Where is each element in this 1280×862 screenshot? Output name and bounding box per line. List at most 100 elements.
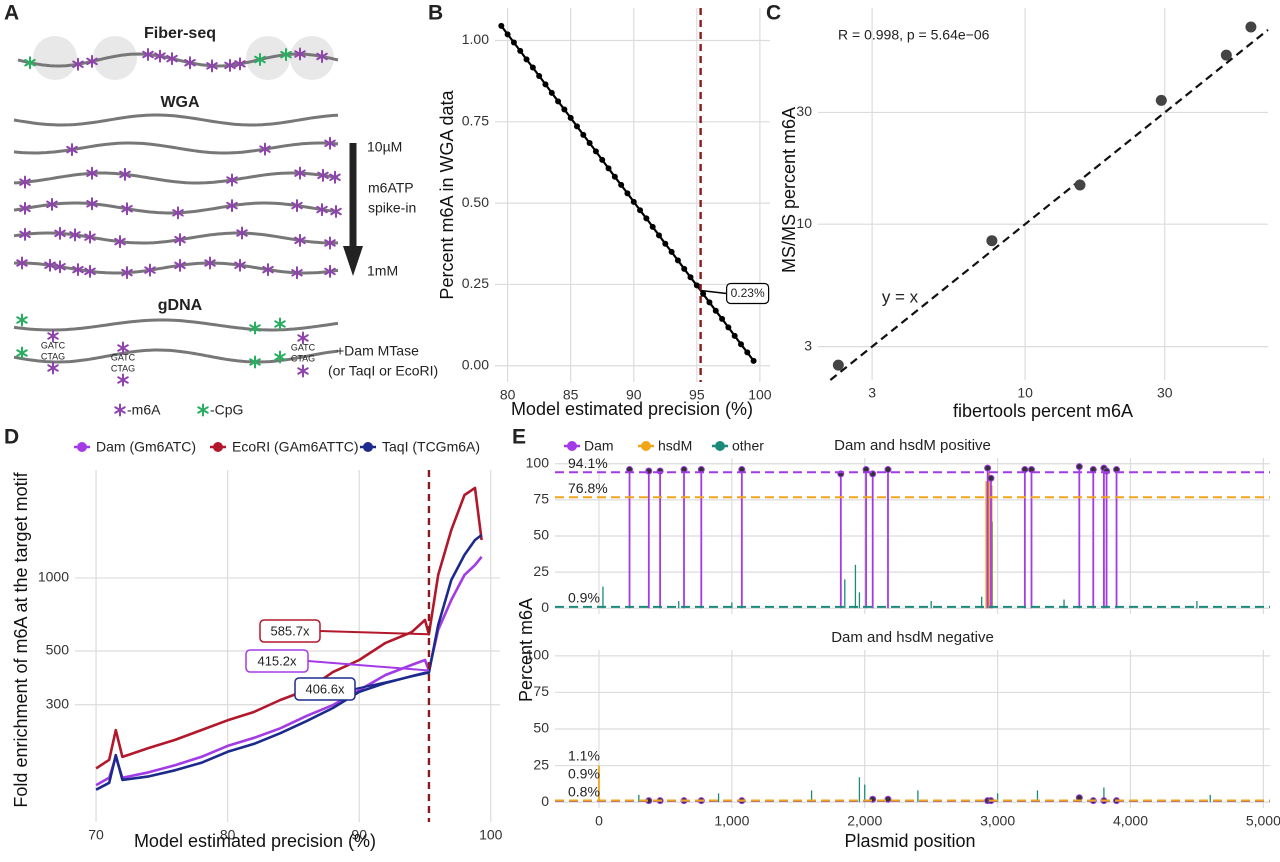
x-tick-label: 10 xyxy=(1017,385,1033,401)
annotation: 585.7x xyxy=(270,623,310,638)
x-tick-label: 100 xyxy=(748,387,772,403)
point xyxy=(737,341,744,348)
annotation: 0.23% xyxy=(731,286,765,300)
point xyxy=(700,290,707,297)
legend-swatch xyxy=(363,442,373,452)
asterisk xyxy=(114,235,126,249)
asterisk xyxy=(297,331,309,345)
point xyxy=(674,257,681,264)
point xyxy=(624,190,631,197)
point xyxy=(712,307,719,314)
asterisk xyxy=(84,264,96,278)
y-tick-label: 25 xyxy=(533,563,549,579)
legend-swatch xyxy=(715,441,725,451)
point xyxy=(725,324,732,331)
y-tick-label: 75 xyxy=(533,683,549,699)
asterisk xyxy=(329,170,341,184)
point xyxy=(523,56,530,63)
asterisk xyxy=(16,313,28,327)
site-dot xyxy=(884,466,892,474)
x-tick-label: 5,000 xyxy=(1246,813,1280,829)
mean-label: 0.9% xyxy=(568,766,600,782)
asterisk xyxy=(84,230,96,244)
y-tick-label: 0.25 xyxy=(462,275,489,291)
asterisk xyxy=(166,52,178,66)
point xyxy=(555,98,562,105)
point xyxy=(649,223,656,230)
x-tick-label: 100 xyxy=(479,827,503,843)
point xyxy=(542,81,549,88)
y-tick-label: 100 xyxy=(526,454,550,470)
point xyxy=(1245,21,1257,33)
point xyxy=(586,139,593,146)
asterisk xyxy=(66,143,78,157)
annotation: 406.6x xyxy=(305,681,345,696)
section-title: WGA xyxy=(160,94,200,111)
site-dot xyxy=(884,795,892,803)
point xyxy=(693,282,700,289)
point xyxy=(630,198,637,205)
y-axis-title: Percent m6A xyxy=(516,598,536,702)
legend-label: EcoRI (GAm6ATTC) xyxy=(232,439,359,455)
asterisk xyxy=(154,49,166,63)
asterisk xyxy=(172,206,184,220)
legend-swatch xyxy=(641,441,651,451)
spike-in-label: spike-in xyxy=(368,200,416,216)
concentration: 1mM xyxy=(367,263,398,279)
point xyxy=(611,173,618,180)
x-tick-label: 80 xyxy=(500,387,516,403)
asterisk xyxy=(294,233,306,247)
asterisk xyxy=(54,260,66,274)
asterisk xyxy=(174,258,186,272)
asterisk xyxy=(114,403,126,417)
y-tick-label: 50 xyxy=(533,720,549,736)
y-axis-title: Fold enrichment of m6A at the target mot… xyxy=(11,471,31,807)
point xyxy=(706,299,713,306)
x-tick-label: 0 xyxy=(595,813,603,829)
facet-title: Dam and hsdM negative xyxy=(831,629,994,646)
x-tick-label: 85 xyxy=(563,387,579,403)
point xyxy=(719,315,726,322)
y-tick-label: 0 xyxy=(541,793,549,809)
asterisk xyxy=(117,341,129,355)
asterisk xyxy=(324,264,336,278)
legend-label: TaqI (TCGm6A) xyxy=(382,439,480,455)
section-title: gDNA xyxy=(158,297,203,314)
motif: GATC xyxy=(111,352,136,362)
asterisk xyxy=(316,203,328,217)
point xyxy=(731,332,738,339)
asterisk xyxy=(46,197,58,211)
asterisk xyxy=(19,201,31,215)
asterisk xyxy=(121,266,133,280)
arrow-head xyxy=(343,246,363,276)
wga-strand xyxy=(13,171,339,185)
asterisk xyxy=(291,266,303,280)
asterisk xyxy=(317,168,329,182)
y-tick-label: 75 xyxy=(533,491,549,507)
asterisk xyxy=(234,258,246,272)
motif: GATC xyxy=(41,340,66,350)
annotation-leader xyxy=(354,671,430,690)
section-title: Fiber-seq xyxy=(144,25,216,42)
legend-label: hsdM xyxy=(658,438,692,454)
point xyxy=(561,106,568,113)
asterisk xyxy=(69,228,81,242)
point xyxy=(1074,179,1086,191)
mean-label: 0.9% xyxy=(568,590,600,606)
site-dot xyxy=(984,464,992,472)
wga-strand xyxy=(13,231,339,245)
asterisk xyxy=(206,59,218,73)
motif: CTAG xyxy=(41,351,65,361)
asterisk xyxy=(86,166,98,180)
x-tick-label: 80 xyxy=(220,827,236,843)
x-tick-label: 90 xyxy=(626,387,642,403)
y-tick-label: 50 xyxy=(533,527,549,543)
x-tick-label: 70 xyxy=(88,827,104,843)
point xyxy=(1220,49,1232,61)
y-axis-title: Percent m6A in WGA data xyxy=(437,89,457,299)
asterisk xyxy=(184,56,196,70)
asterisk xyxy=(297,364,309,378)
motif: CTAG xyxy=(111,363,135,373)
mtase-label: +Dam MTase xyxy=(336,343,419,359)
